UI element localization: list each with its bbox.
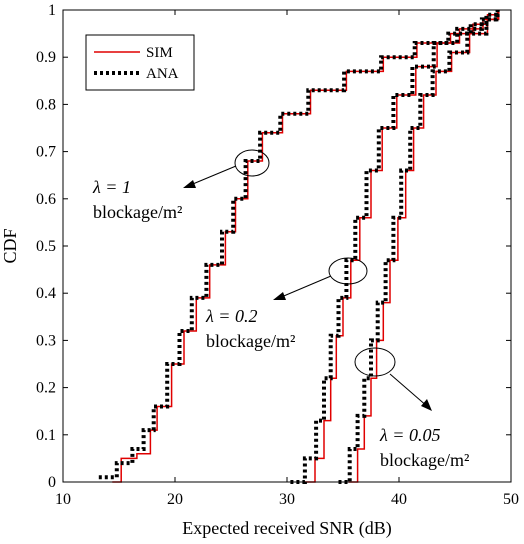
arrow-head <box>421 399 432 411</box>
annotation-arrow <box>278 275 332 299</box>
y-tick-label: 0.1 <box>36 427 56 444</box>
arrow-head <box>183 180 196 188</box>
annotation-unit-label: blockage/m² <box>93 202 182 222</box>
x-axis-label: Expected received SNR (dB) <box>182 518 391 539</box>
y-tick-label: 1 <box>48 2 56 19</box>
y-tick-label: 0.7 <box>36 144 56 161</box>
x-tick-label: 20 <box>167 491 183 508</box>
series-ana-lambda-1 <box>98 10 500 480</box>
legend: SIM ANA <box>85 34 195 91</box>
y-tick-label: 0 <box>48 474 56 491</box>
annotation-lambda-label: λ = 0.2 <box>205 306 257 326</box>
legend-ana-label: ANA <box>146 66 179 82</box>
y-tick-label: 0.6 <box>36 191 56 208</box>
annotation-unit-label: blockage/m² <box>380 450 469 470</box>
legend-box <box>85 34 195 91</box>
legend-sim-label: SIM <box>146 45 173 61</box>
y-tick-label: 0.9 <box>36 49 56 66</box>
annotation-ellipse <box>354 347 396 377</box>
annotation-lambda-label: λ = 1 <box>92 177 131 197</box>
annotation-lambda-0.2: λ = 0.2 blockage/m² <box>205 257 368 351</box>
x-tick-label: 40 <box>391 491 407 508</box>
annotation-ellipse <box>234 149 270 177</box>
x-tick-label: 10 <box>55 491 71 508</box>
y-tick-label: 0.5 <box>36 238 56 255</box>
y-tick-label: 0.3 <box>36 332 56 349</box>
annotation-ellipse <box>328 257 368 285</box>
annotation-lambda-label: λ = 0.05 <box>379 425 440 445</box>
series-ana-lambda-0.05 <box>338 10 500 484</box>
x-tick-label: 50 <box>503 491 519 508</box>
series-sim-lambda-0.05 <box>348 10 500 483</box>
ticks-layer: 10 20 30 40 50 0 0.1 0.2 0.3 0.4 0.5 0.6 0.7 0.8 0.9 1 <box>36 2 519 508</box>
y-tick-label: 0.8 <box>36 96 56 113</box>
y-axis-label: CDF <box>0 228 20 263</box>
annotation-lambda-1: λ = 1 blockage/m² <box>92 149 270 222</box>
series-sim-lambda-0.2 <box>303 10 499 483</box>
y-tick-label: 0.2 <box>36 380 56 397</box>
annotation-arrow <box>187 165 237 187</box>
arrow-head <box>273 292 286 300</box>
curves-layer <box>98 10 500 484</box>
y-tick-label: 0.4 <box>36 285 56 302</box>
annotation-lambda-0.05: λ = 0.05 blockage/m² <box>354 347 469 470</box>
x-tick-label: 30 <box>279 491 295 508</box>
annotation-arrow <box>389 373 429 408</box>
annotation-unit-label: blockage/m² <box>206 331 295 351</box>
